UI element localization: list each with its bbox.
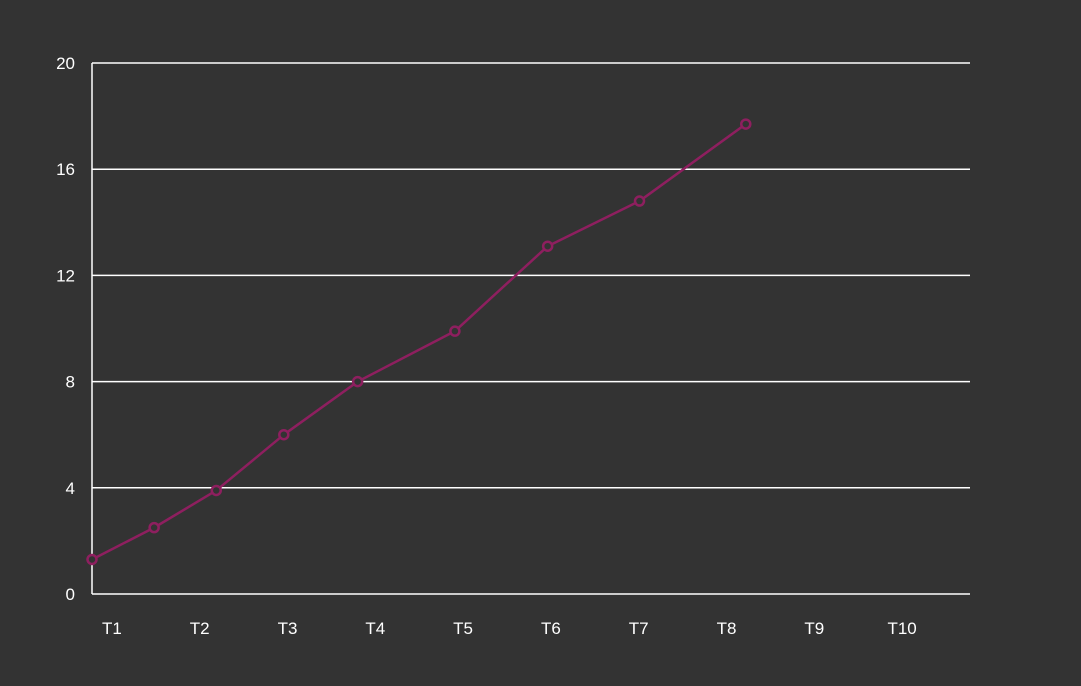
data-point-3 — [278, 428, 290, 441]
y-tick-label-0: 0 — [66, 585, 75, 604]
x-tick-label-t2: T2 — [190, 619, 210, 638]
x-tick-label-t8: T8 — [717, 619, 737, 638]
x-tick-label-t10: T10 — [887, 619, 916, 638]
data-point-6 — [541, 240, 554, 252]
x-tick-label-t1: T1 — [102, 619, 122, 638]
y-tick-label-5: 20 — [56, 54, 75, 73]
x-tick-label-t9: T9 — [804, 619, 824, 638]
x-tick-label-t7: T7 — [629, 619, 649, 638]
x-tick-label-t6: T6 — [541, 619, 561, 638]
data-point-1 — [148, 521, 160, 534]
data-point-7 — [633, 195, 646, 207]
y-tick-labels: 0 4 8 12 16 20 — [56, 54, 75, 604]
x-tick-labels: T1 T2 T3 T4 T5 T6 T7 T8 T9 T10 — [102, 619, 917, 638]
y-tick-label-1: 4 — [66, 479, 75, 498]
x-tick-label-t3: T3 — [278, 619, 298, 638]
gridlines — [92, 62, 970, 489]
axes — [91, 63, 970, 595]
y-tick-label-3: 12 — [56, 266, 75, 285]
data-point-4 — [351, 375, 364, 388]
data-point-8 — [740, 118, 752, 130]
y-tick-label-2: 8 — [66, 373, 75, 392]
series-markers — [86, 118, 752, 566]
y-tick-label-4: 16 — [56, 160, 75, 179]
x-tick-label-t4: T4 — [365, 619, 385, 638]
data-point-5 — [449, 325, 461, 337]
data-point-0 — [86, 553, 98, 566]
data-point-2 — [210, 484, 223, 497]
x-tick-label-t5: T5 — [453, 619, 473, 638]
